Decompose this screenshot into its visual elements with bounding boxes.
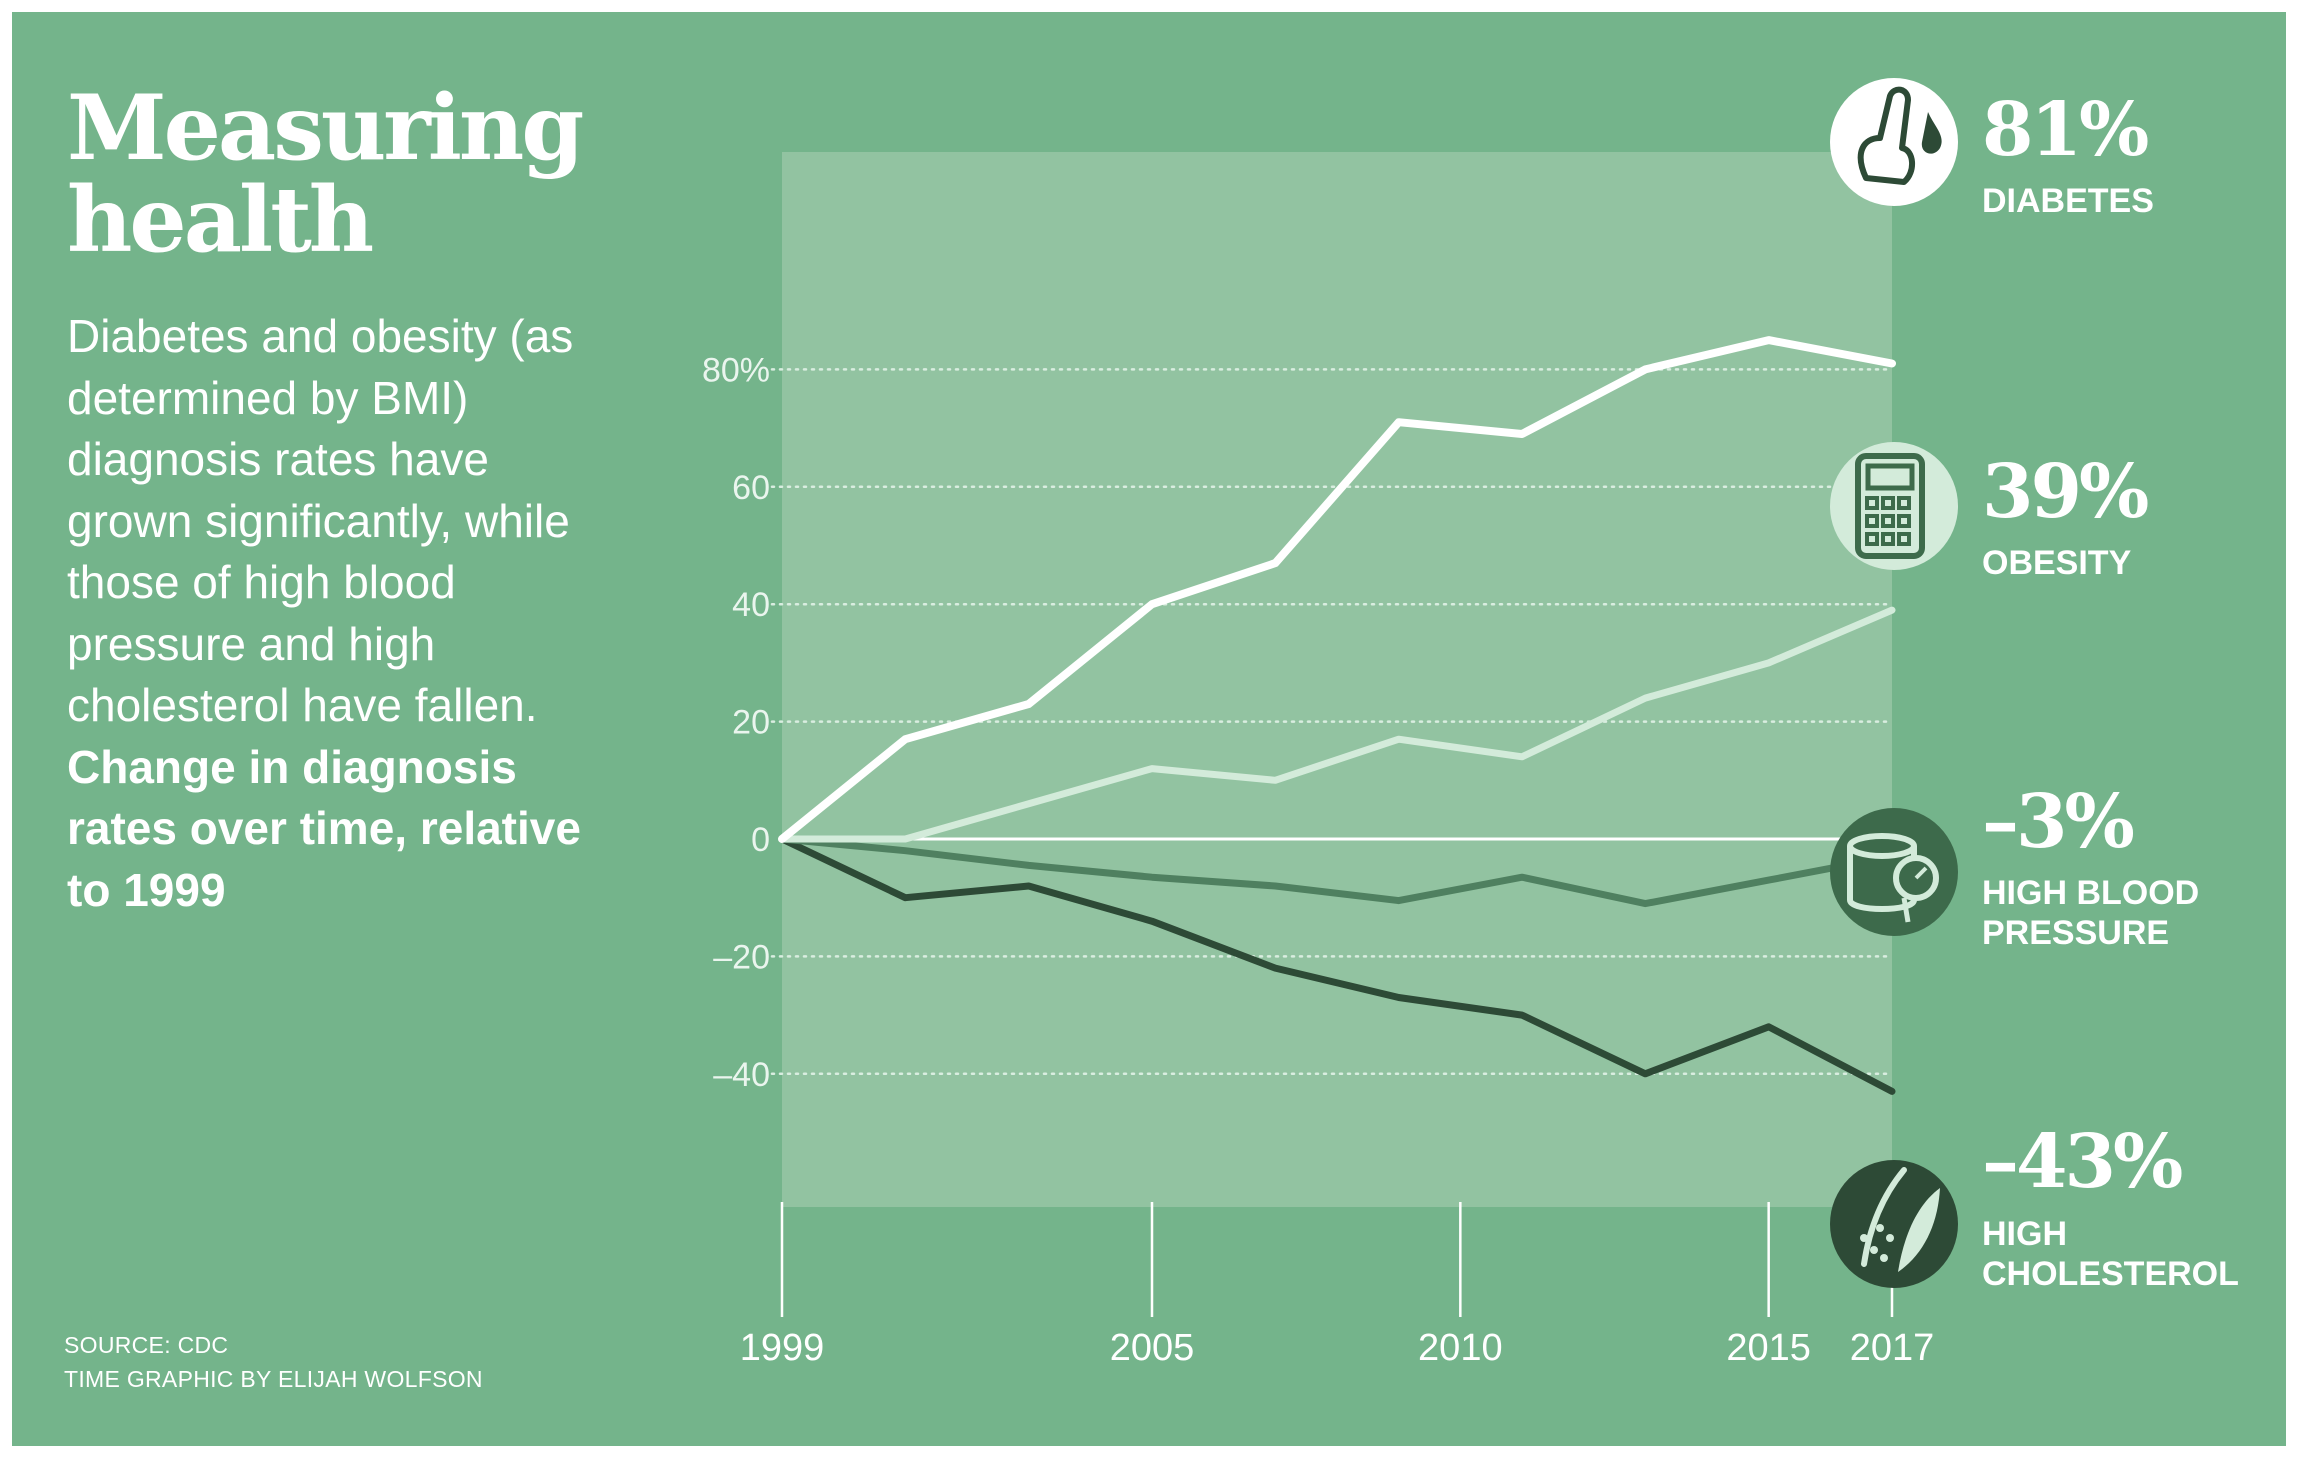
y-tick-label: 0	[751, 821, 770, 859]
y-tick-label: 60	[732, 469, 770, 507]
description-bold: Change in diagnosis rates over time, rel…	[67, 740, 581, 916]
infographic: Measuring health Diabetes and obesity (a…	[12, 12, 2286, 1446]
series-line-high-cholesterol	[778, 835, 1896, 1095]
y-tick-label: 40	[732, 586, 770, 624]
x-tick-label: 2005	[1110, 1327, 1195, 1369]
series-final-value-high-cholesterol: –43%	[1982, 1119, 2182, 1205]
series-name-high-blood-pressure: HIGH BLOOD	[1982, 874, 2199, 912]
series-end-icons	[1830, 78, 1958, 1288]
series-line-diabetes	[778, 336, 1896, 843]
series-name-obesity: OBESITY	[1982, 544, 2132, 582]
gridlines	[770, 368, 1894, 1076]
blood-pressure-cuff-icon	[1830, 808, 1958, 936]
y-tick-label: –20	[713, 938, 770, 976]
y-tick-label: 20	[732, 704, 770, 742]
line-chart: 80% 60 40 20 0 –20 –40 1999 2005 2010 2015 2017 81…	[702, 78, 2239, 1369]
title-line-2: health	[67, 167, 374, 273]
credit-note: TIME GRAPHIC BY ELIJAH WOLFSON	[64, 1366, 483, 1392]
calculator-icon	[1830, 442, 1958, 570]
title-line-1: Measuring	[67, 75, 584, 181]
series-final-value-obesity: 39%	[1982, 449, 2148, 535]
x-axis-ticks: 1999 2005 2010 2015 2017	[740, 1202, 1935, 1369]
description-text: Diabetes and obesity (as determined by B…	[67, 310, 574, 731]
plot-area	[782, 152, 1892, 1207]
chart-description: Diabetes and obesity (as determined by B…	[67, 306, 607, 921]
series-end-labels: 81% DIABETES 39% OBESITY –3% HIGH BLOODPRESSU…	[1982, 87, 2239, 1293]
series-final-value-diabetes: 81%	[1982, 87, 2148, 173]
series-final-value-high-blood-pressure: –3%	[1982, 779, 2133, 865]
series-line-obesity	[778, 606, 1896, 843]
series-line-high-blood-pressure	[778, 835, 1896, 908]
x-tick-label: 2017	[1850, 1327, 1935, 1369]
y-tick-label: 80%	[702, 351, 770, 389]
series-name-diabetes: DIABETES	[1982, 182, 2154, 220]
artery-plaque-icon	[1830, 1160, 1958, 1288]
x-tick-label: 1999	[740, 1327, 825, 1369]
y-axis-ticks: 80% 60 40 20 0 –20 –40	[702, 351, 770, 1093]
page-title: Measuring health	[67, 82, 584, 266]
y-tick-label: –40	[713, 1056, 770, 1094]
x-tick-label: 2015	[1726, 1327, 1811, 1369]
series-name-high-cholesterol: CHOLESTEROL	[1982, 1255, 2239, 1293]
x-tick-label: 2010	[1418, 1327, 1503, 1369]
source-note: SOURCE: CDC	[64, 1332, 229, 1358]
series-lines	[778, 336, 1896, 1095]
series-name-high-blood-pressure: PRESSURE	[1982, 914, 2169, 952]
series-name-high-cholesterol: HIGH	[1982, 1215, 2067, 1253]
finger-prick-icon	[1830, 78, 1958, 206]
